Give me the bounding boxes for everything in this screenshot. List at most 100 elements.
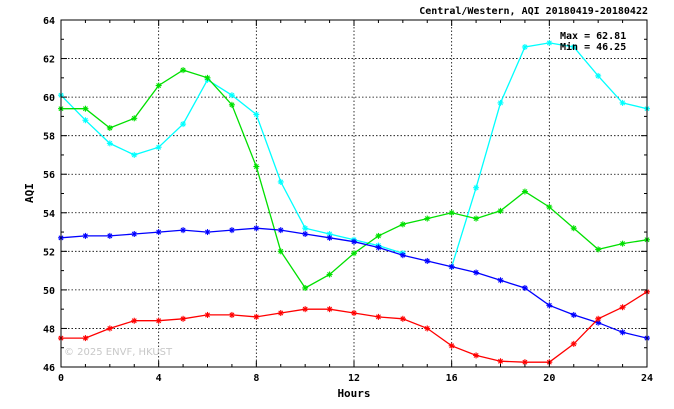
data-point: [180, 121, 187, 128]
data-point: [82, 117, 89, 124]
min-annotation: Min = 46.25: [560, 41, 626, 53]
tick-marks: [60, 19, 648, 368]
data-point: [228, 227, 235, 234]
data-point: [106, 232, 113, 239]
data-point: [521, 284, 528, 291]
data-point: [351, 310, 357, 317]
data-point: [424, 257, 431, 264]
y-tick-label: 54: [43, 209, 55, 220]
watermark: © 2025 ENVF, HKUST: [64, 347, 173, 358]
x-tick-label: 0: [58, 373, 64, 384]
data-point: [497, 358, 504, 365]
data-point: [253, 111, 260, 118]
data-point: [351, 250, 357, 257]
data-point: [302, 225, 309, 232]
data-point: [521, 188, 528, 195]
data-point: [302, 306, 309, 313]
data-point: [570, 43, 577, 50]
data-point: [595, 315, 602, 322]
data-point: [302, 230, 309, 237]
y-tick-label: 64: [43, 16, 55, 27]
data-point: [619, 240, 626, 247]
series-3: [58, 225, 650, 342]
data-point: [82, 335, 89, 342]
data-point: [326, 271, 333, 278]
data-point: [180, 315, 187, 322]
data-point: [448, 342, 455, 349]
y-tick-label: 58: [43, 132, 55, 143]
data-point: [424, 325, 431, 332]
x-axis-label: Hours: [337, 387, 370, 400]
data-point: [155, 229, 162, 236]
data-point: [399, 221, 406, 228]
data-point: [473, 215, 480, 222]
data-point: [497, 277, 504, 284]
data-point: [570, 311, 577, 318]
data-point: [106, 325, 113, 332]
data-point: [375, 313, 382, 320]
y-tick-label: 60: [43, 93, 55, 104]
data-point: [253, 225, 260, 232]
y-tick-label: 62: [43, 55, 55, 66]
data-point: [473, 269, 480, 276]
data-point: [570, 340, 577, 347]
data-point: [326, 234, 333, 241]
data-point: [473, 184, 480, 191]
y-tick-label: 48: [43, 324, 55, 335]
data-point: [204, 74, 211, 81]
data-point: [375, 232, 382, 239]
data-point: [228, 101, 235, 108]
data-point: [155, 317, 162, 324]
data-point: [619, 304, 626, 311]
data-point: [204, 229, 211, 236]
data-point: [82, 232, 89, 239]
data-point: [497, 99, 504, 106]
data-point: [595, 246, 602, 253]
data-point: [228, 92, 235, 99]
data-point: [155, 144, 162, 151]
data-point: [131, 230, 138, 237]
data-point: [448, 209, 455, 216]
data-point: [424, 215, 431, 222]
data-point: [253, 163, 260, 170]
data-point: [82, 105, 89, 112]
data-point: [131, 115, 138, 122]
y-tick-label: 50: [43, 286, 55, 297]
y-tick-label: 46: [43, 363, 55, 374]
data-point: [228, 311, 235, 318]
data-point: [302, 284, 309, 291]
max-annotation: Max = 62.81: [560, 31, 626, 42]
data-point: [375, 244, 382, 251]
data-point: [448, 263, 455, 270]
data-point: [204, 311, 211, 318]
data-point: [546, 203, 553, 210]
data-point: [546, 39, 553, 46]
data-point: [595, 72, 602, 79]
data-point: [106, 140, 113, 147]
data-point: [619, 329, 626, 336]
y-axis-label: AQI: [23, 183, 36, 203]
x-tick-label: 16: [446, 373, 458, 384]
data-point: [155, 82, 162, 89]
data-point: [497, 207, 504, 214]
data-point: [326, 306, 333, 313]
data-point: [277, 227, 284, 234]
data-point: [277, 248, 284, 255]
data-point: [131, 151, 138, 158]
data-point: [180, 227, 187, 234]
data-point: [521, 43, 528, 50]
data-point: [131, 317, 138, 324]
data-point: [277, 310, 284, 317]
x-tick-label: 20: [543, 373, 555, 384]
chart-title: Central/Western, AQI 20180419-20180422: [419, 6, 648, 17]
data-point: [106, 124, 113, 131]
data-point: [473, 352, 480, 359]
series-layer: [58, 39, 650, 366]
data-point: [546, 302, 553, 309]
data-point: [399, 315, 406, 322]
data-point: [570, 225, 577, 232]
x-tick-label: 12: [348, 373, 360, 384]
